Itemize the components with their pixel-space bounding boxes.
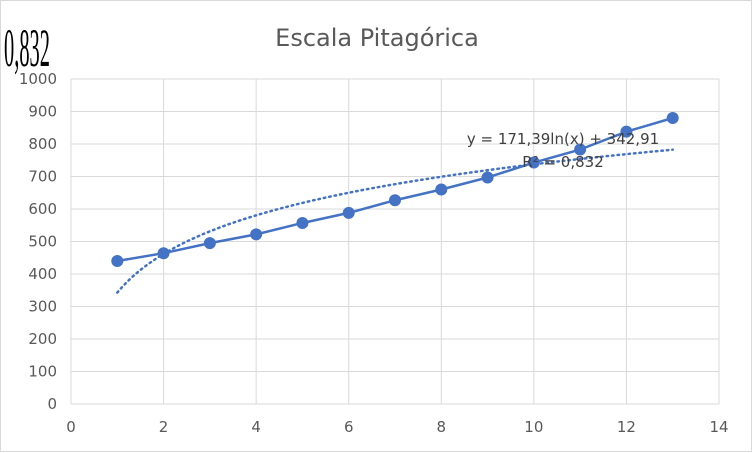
chart-title: Escala Pitagórica [275, 24, 479, 52]
trendline [116, 148, 674, 294]
x-tick-label: 6 [344, 418, 354, 436]
data-point [666, 112, 679, 124]
y-tick-label: 400 [28, 265, 57, 283]
data-point [342, 206, 355, 219]
axes: 0 100 200 300 400 500 600 700 800 900 1000 0 2 4 6 8 10 1… [19, 70, 729, 436]
y-tick-label: 700 [28, 168, 57, 186]
data-point [203, 237, 216, 250]
y-tick-label: 300 [28, 298, 57, 316]
x-tick-label: 12 [617, 418, 636, 436]
x-tick-label: 10 [524, 418, 543, 436]
y-tick-label: 0 [47, 395, 57, 413]
x-tick-label: 8 [437, 418, 447, 436]
trendline-equation: y = 171,39ln(x) + 342,91 [467, 130, 659, 148]
data-point [435, 183, 448, 196]
x-tick-label: 14 [709, 418, 728, 436]
data-point [527, 156, 540, 169]
trendline-r-squared: R² = 0,832 [522, 153, 603, 171]
data-point [157, 247, 170, 260]
series [111, 112, 679, 267]
y-tick-label: 100 [28, 363, 57, 381]
data-point [389, 194, 401, 207]
y-tick-label: 500 [28, 233, 57, 251]
y-tick-label: 800 [28, 135, 57, 153]
x-tick-label: 4 [251, 418, 261, 436]
y-tick-label: 600 [28, 200, 57, 218]
side-label: 0,832 [4, 17, 50, 78]
grid [70, 78, 720, 405]
data-point [481, 171, 494, 184]
x-tick-label: 0 [66, 418, 76, 436]
y-tick-label: 1000 [19, 70, 57, 88]
x-tick-label: 2 [159, 418, 169, 436]
y-tick-label: 200 [28, 330, 57, 348]
data-point [111, 255, 124, 267]
data-point [250, 228, 263, 241]
data-point [620, 125, 633, 138]
data-point [574, 143, 587, 156]
y-tick-label: 900 [28, 103, 57, 121]
data-point [296, 216, 309, 229]
trendline-path [116, 148, 674, 294]
